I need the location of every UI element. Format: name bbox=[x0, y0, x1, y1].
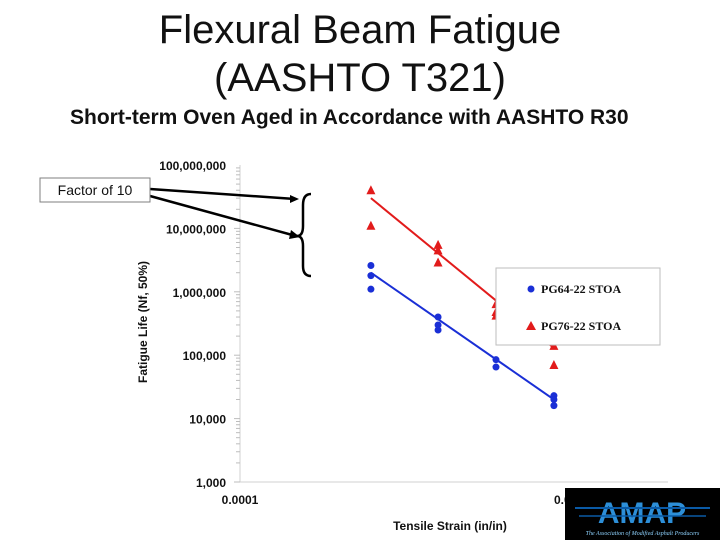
data-point bbox=[550, 396, 558, 404]
y-tick-label: 100,000,000 bbox=[159, 159, 226, 173]
data-point bbox=[367, 261, 375, 269]
y-tick-label: 10,000,000 bbox=[166, 222, 226, 236]
data-point bbox=[549, 360, 559, 370]
amap-logo-graphic: AMAP bbox=[575, 497, 710, 530]
factor-arrow-lower bbox=[149, 194, 297, 238]
legend: PG64-22 STOA PG76-22 STOA bbox=[495, 267, 661, 346]
slide-title: Flexural Beam Fatigue (AASHTO T321) bbox=[158, 8, 562, 100]
factor-arrowhead-lower bbox=[289, 230, 300, 239]
data-point bbox=[366, 220, 376, 230]
logo-tagline: The Association of Modified Asphalt Prod… bbox=[585, 531, 700, 537]
data-point bbox=[434, 313, 442, 321]
data-point bbox=[433, 245, 443, 255]
legend-marker-pg64 bbox=[527, 285, 535, 293]
legend-box bbox=[495, 267, 661, 346]
factor-arrow-upper bbox=[149, 187, 296, 201]
data-point bbox=[433, 257, 443, 267]
legend-marker-pg76 bbox=[526, 321, 536, 330]
data-point bbox=[434, 326, 442, 334]
annotation-box bbox=[39, 177, 151, 203]
data-point bbox=[492, 356, 500, 364]
x-tick-label: 0.0001 bbox=[222, 493, 259, 507]
y-axis-label: Fatigue Life (Nf, 50%) bbox=[136, 261, 150, 383]
y-tick-labels: 100,000,000 10,000,000 1,000,000 100,000 10,… bbox=[159, 159, 226, 490]
data-point bbox=[434, 321, 442, 329]
legend-label-pg64: PG64-22 STOA bbox=[541, 282, 621, 296]
data-point bbox=[433, 239, 443, 249]
legend-label-pg76: PG76-22 STOA bbox=[541, 319, 621, 333]
y-tick-label: 1,000 bbox=[196, 476, 226, 490]
data-point bbox=[367, 272, 375, 280]
svg-text:AMAP: AMAP bbox=[598, 497, 686, 530]
data-point bbox=[366, 185, 376, 195]
data-point bbox=[550, 402, 558, 410]
data-point bbox=[492, 363, 500, 371]
data-point bbox=[367, 285, 375, 293]
y-tick-label: 100,000 bbox=[183, 349, 227, 363]
fit-line bbox=[370, 271, 555, 401]
amap-logo: AMAP The Association of Modified Asphalt… bbox=[565, 488, 720, 540]
y-tick-label: 10,000 bbox=[189, 413, 226, 427]
y-tick-label: 1,000,000 bbox=[173, 286, 227, 300]
slide-subtitle: Short-term Oven Aged in Accordance with … bbox=[70, 106, 629, 129]
factor-arrowhead-upper bbox=[290, 195, 299, 203]
x-axis-label: Tensile Strain (in/in) bbox=[393, 519, 507, 533]
y-minor-ticks bbox=[234, 167, 240, 483]
factor-annotation: Factor of 10 bbox=[58, 182, 133, 198]
